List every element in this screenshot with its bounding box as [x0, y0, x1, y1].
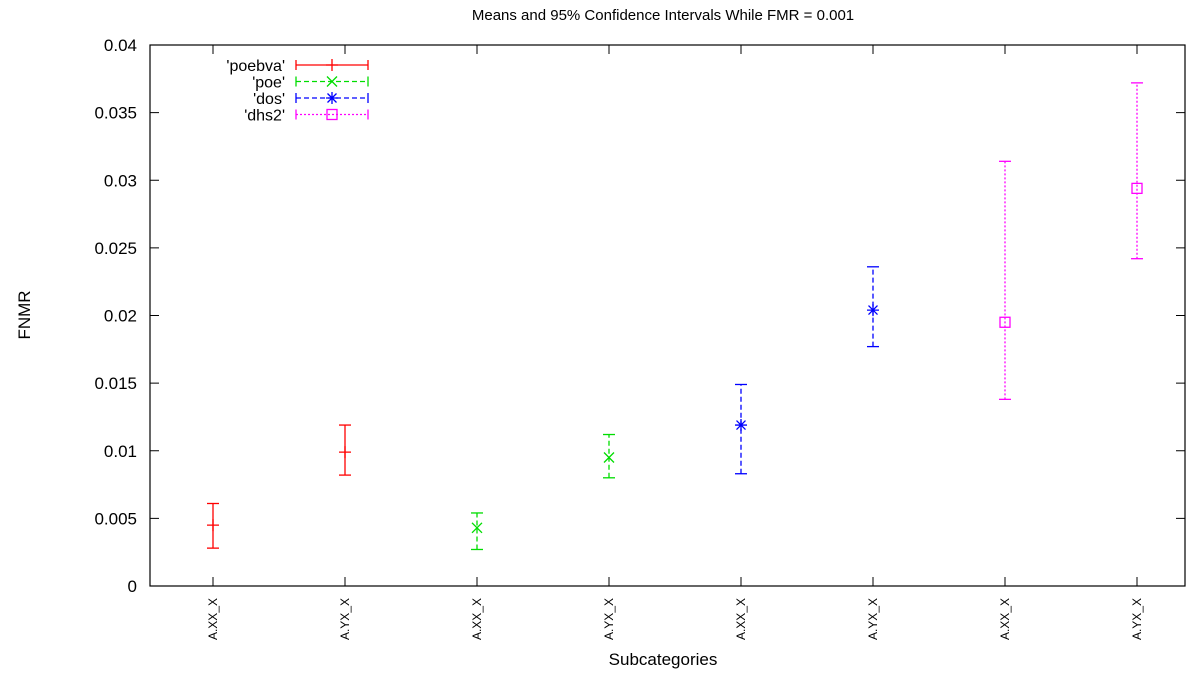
legend-label: 'poe': [252, 75, 285, 92]
x-tick-label: A.YX_X: [1130, 598, 1144, 640]
y-tick-label: 0.03: [104, 171, 137, 190]
mean-marker: [999, 316, 1011, 328]
x-tick-label: A.XX_X: [206, 598, 220, 640]
mean-marker: [603, 452, 615, 463]
x-tick-label: A.XX_X: [734, 598, 748, 640]
legend-marker: [326, 76, 338, 87]
mean-marker: [735, 419, 747, 432]
y-tick-label: 0: [128, 577, 137, 596]
chart-title: Means and 95% Confidence Intervals While…: [472, 7, 854, 24]
legend-entry: 'dos': [253, 91, 369, 108]
legend-entry: 'poe': [252, 75, 369, 92]
mean-marker: [207, 519, 219, 532]
plot-frame: [149, 44, 1186, 587]
legend-entry: 'dhs2': [244, 108, 369, 125]
y-tick-label: 0.04: [104, 36, 137, 55]
y-tick-label: 0.005: [94, 509, 137, 528]
legend-marker: [326, 108, 338, 121]
x-tick-label: A.YX_X: [866, 598, 880, 640]
mean-marker: [339, 446, 351, 459]
x-axis: A.XX_X A.YX_X A.XX_X A.YX_X A.XX_X A.YX_X A.XX…: [206, 45, 1144, 640]
y-tick-label: 0.01: [104, 442, 137, 461]
legend-label: 'poebva': [226, 58, 285, 75]
x-axis-title: Subcategories: [609, 650, 718, 669]
y-axis-title: FNMR: [15, 290, 34, 339]
y-tick-label: 0.035: [94, 104, 137, 123]
series-dos: [735, 266, 879, 475]
x-tick-label: A.YX_X: [338, 598, 352, 640]
legend-marker: [326, 92, 338, 104]
y-tick-label: 0.025: [94, 239, 137, 258]
mean-marker: [867, 304, 879, 317]
legend-label: 'dos': [253, 91, 285, 108]
x-tick-label: A.YX_X: [602, 598, 616, 640]
series-poe: [471, 433, 615, 551]
series-layer: [207, 82, 1143, 551]
legend: 'poebva''poe''dos''dhs2': [226, 58, 369, 125]
legend-entry: 'poebva': [226, 58, 369, 75]
y-tick-label: 0.015: [94, 374, 137, 393]
x-tick-label: A.XX_X: [470, 598, 484, 640]
mean-marker: [471, 522, 483, 534]
y-tick-label: 0.02: [104, 307, 137, 326]
series-dhs2: [999, 82, 1143, 401]
y-axis: 0 0.005 0.01 0.015 0.02 0.025 0.03 0.035 0.04: [94, 36, 1185, 596]
series-poebva: [207, 424, 351, 549]
mean-marker: [1131, 182, 1143, 195]
legend-label: 'dhs2': [244, 108, 285, 125]
legend-marker: [326, 59, 338, 71]
x-tick-label: A.XX_X: [998, 598, 1012, 640]
